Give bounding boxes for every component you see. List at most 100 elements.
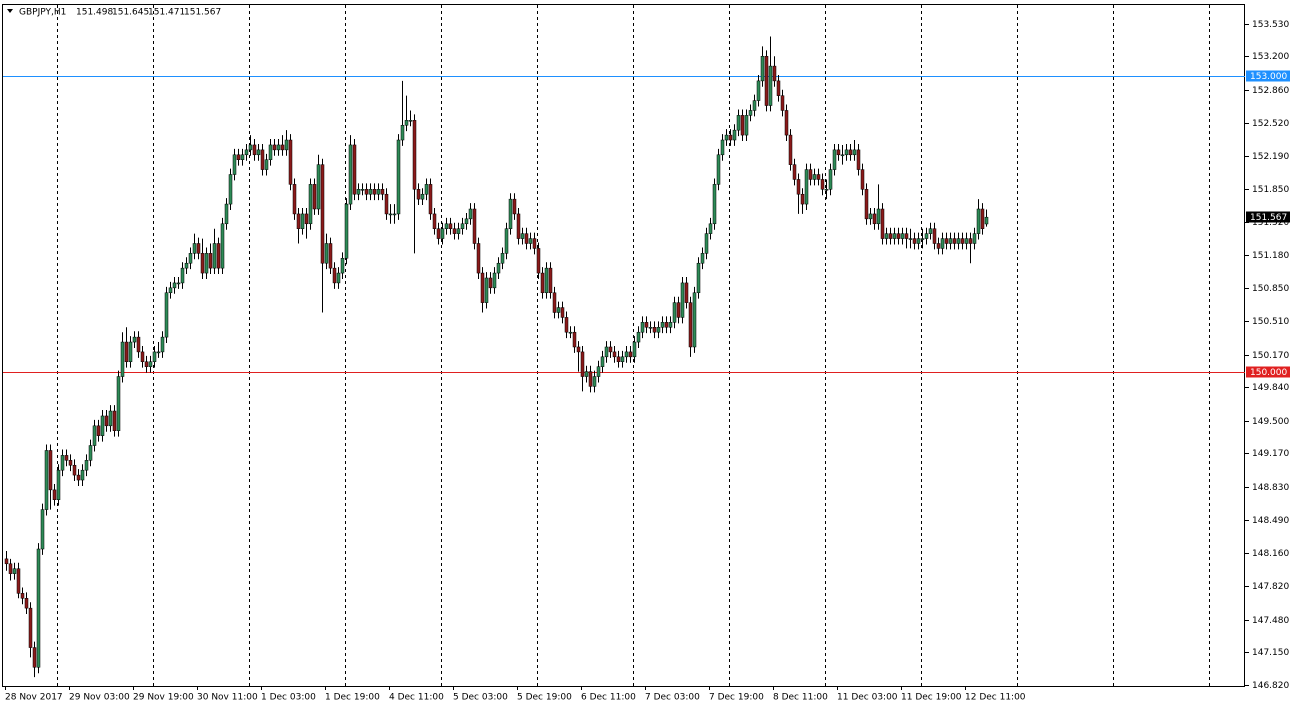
candle-body	[676, 302, 681, 318]
candle-body	[256, 149, 261, 156]
header-high: 151.645	[112, 8, 149, 18]
candle-body	[564, 317, 569, 333]
x-tick-label: 11 Dec 19:00	[901, 693, 962, 703]
candle-body	[892, 233, 897, 239]
candle-body	[360, 189, 365, 191]
candle-body	[240, 154, 245, 160]
candle-body	[592, 376, 597, 387]
dropdown-icon[interactable]	[7, 9, 13, 13]
candle-body	[980, 208, 985, 229]
candle-body	[744, 115, 749, 136]
candle-body	[356, 189, 361, 195]
candle-body	[876, 208, 881, 225]
candle-body	[400, 124, 405, 141]
candle-body	[428, 184, 433, 215]
candle-body	[832, 149, 837, 170]
candle-body	[220, 223, 225, 269]
y-tick-label: 149.170	[1252, 449, 1289, 459]
candle-body	[604, 346, 609, 358]
candle-body	[772, 65, 777, 82]
candle-body	[80, 469, 85, 481]
candle-body	[704, 233, 709, 254]
y-tick-label: 150.170	[1252, 351, 1289, 361]
candle-body	[656, 327, 661, 333]
candle-body	[128, 341, 133, 363]
candle-body	[304, 213, 309, 225]
candle-body	[800, 193, 805, 205]
y-tick-label: 151.520	[1252, 218, 1289, 228]
candle-body	[136, 336, 141, 353]
x-tick-label: 1 Dec 19:00	[325, 693, 380, 703]
candle-body	[132, 336, 137, 343]
candle-body	[208, 253, 213, 269]
x-tick-label: 12 Dec 11:00	[965, 693, 1026, 703]
candle-body	[172, 282, 177, 289]
candle-body	[764, 55, 769, 106]
candle-body	[176, 282, 181, 285]
candle-body	[436, 228, 441, 239]
candle-body	[460, 223, 465, 229]
candle-body	[88, 445, 93, 461]
candle-body	[312, 184, 317, 210]
candle-body	[504, 228, 509, 254]
candle-body	[960, 238, 965, 244]
candle-body	[456, 228, 461, 234]
candle-body	[768, 65, 773, 106]
x-tick-label: 28 Nov 2017	[5, 693, 63, 703]
candle-body	[20, 593, 25, 599]
candle-body	[168, 287, 173, 294]
symbol-title: GBPJPY,H1	[19, 8, 66, 18]
candle-body	[580, 351, 585, 377]
candle-body	[316, 164, 321, 210]
candle-body	[532, 238, 537, 249]
candle-body	[224, 203, 229, 225]
y-tick-label: 147.480	[1252, 616, 1289, 626]
candle-body	[732, 129, 737, 141]
candle-body	[284, 139, 289, 151]
candle-body	[68, 460, 73, 466]
x-tick-label: 30 Nov 11:00	[197, 693, 258, 703]
x-tick-label: 29 Nov 19:00	[133, 693, 194, 703]
candle-body	[540, 272, 545, 294]
y-tick-label: 149.840	[1252, 383, 1289, 393]
y-tick-label: 153.200	[1252, 52, 1289, 62]
candle-body	[536, 248, 541, 274]
candle-body	[556, 307, 561, 313]
candle-body	[252, 144, 257, 156]
candle-body	[332, 267, 337, 284]
candle-body	[148, 361, 153, 367]
candle-body	[508, 198, 513, 229]
candle-body	[324, 243, 329, 264]
candle-body	[488, 277, 493, 289]
candle-body	[812, 174, 817, 180]
candle-body	[584, 371, 589, 377]
candle-body	[956, 238, 961, 244]
price-label-box	[1246, 211, 1290, 223]
candle-body	[320, 164, 325, 264]
candle-body	[708, 223, 713, 234]
candle-body	[668, 322, 673, 328]
candle-body	[368, 189, 373, 195]
y-tick-label: 148.830	[1252, 483, 1289, 493]
candle-body	[156, 351, 161, 354]
candle-body	[60, 455, 65, 471]
candle-body	[848, 149, 853, 156]
candle-body	[864, 189, 869, 220]
candle-body	[784, 110, 789, 136]
candle-body	[48, 450, 53, 491]
y-tick-label: 150.850	[1252, 284, 1289, 294]
y-tick-label: 152.860	[1252, 86, 1289, 96]
candle-body	[872, 213, 877, 225]
y-tick-label: 147.820	[1252, 582, 1289, 592]
candle-body	[644, 322, 649, 328]
candle-body	[748, 110, 753, 116]
candle-body	[896, 233, 901, 239]
candle-body	[588, 371, 593, 387]
y-tick-label: 148.160	[1252, 549, 1289, 559]
level-label: 153.000	[1250, 72, 1287, 82]
candle-body	[844, 149, 849, 156]
candle-body	[192, 243, 197, 254]
candle-body	[884, 233, 889, 239]
candle-body	[792, 164, 797, 180]
candle-body	[824, 189, 829, 191]
